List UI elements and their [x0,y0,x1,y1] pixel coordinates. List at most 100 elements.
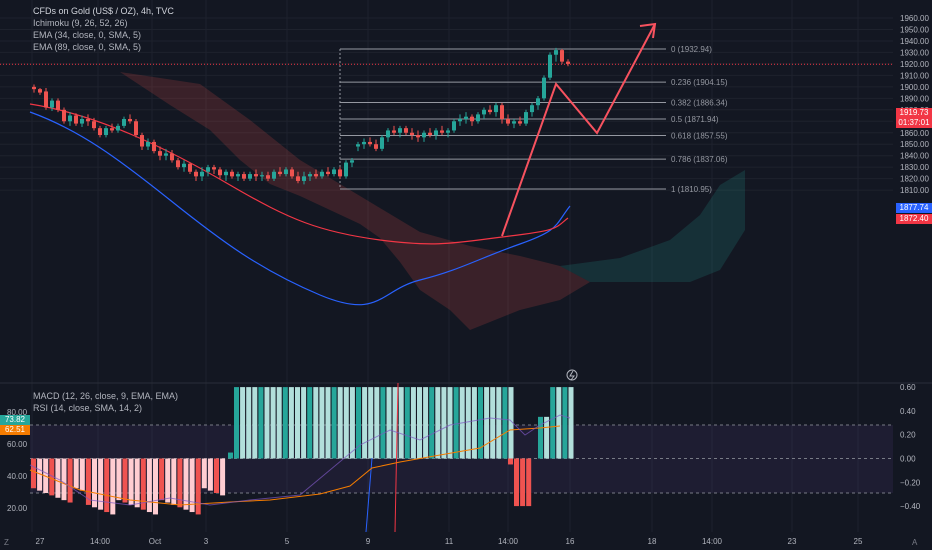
macd-bar [85,458,91,505]
fib-level-label: 0.236 (1904.15) [671,78,728,87]
candle-body [356,144,360,147]
macd-bar [128,458,134,505]
candle-body [530,105,534,113]
macd-bar [508,458,513,465]
ema89-line [29,103,569,245]
ema34-legend[interactable]: EMA (34, close, 0, SMA, 5) [33,30,142,40]
candle-body [362,141,366,145]
candle-body [248,174,252,179]
macd-bar [544,416,550,459]
candle-body [446,130,450,133]
current-price-tag: 1919.73 [896,108,932,118]
candle-body [536,98,540,106]
rsi-axis-label: 20.00 [7,504,28,513]
macd-bar [435,387,441,459]
candle-body [110,128,114,131]
ichimoku-legend[interactable]: Ichimoku (9, 26, 52, 26) [33,18,128,28]
candle-body [332,169,336,175]
corner-right-label[interactable]: A [912,538,918,547]
candle-body [38,89,42,93]
countdown-tag: 01:37:01 [896,118,932,128]
macd-bar [562,387,568,459]
macd-axis-label: −0.20 [900,478,921,487]
projection-path [501,23,656,237]
price-axis-label: 1940.00 [900,37,929,46]
candle-body [104,128,108,136]
macd-bar [214,458,219,494]
macd-bar [37,458,43,491]
fib-level-label: 0.786 (1837.06) [671,155,728,164]
macd-bar [404,387,410,459]
candle-body [116,125,120,131]
time-axis-label: 5 [285,537,290,546]
price-axis-label: 1920.00 [900,60,929,69]
macd-bar [55,458,61,498]
macd-bar [398,387,404,459]
candle-body [140,135,144,147]
candle-body [308,174,312,177]
macd-bar [183,458,189,510]
cloud-bullish [560,170,745,282]
candle-body [74,115,78,124]
macd-bar [116,458,122,501]
macd-bar [319,387,325,459]
macd-bar [343,387,349,459]
lightning-icon [566,369,578,381]
candle-body [182,163,186,168]
ema34-line [29,111,571,306]
macd-bar [502,387,508,459]
time-axis-label: 14:00 [702,537,723,546]
fib-level-label: 0.618 (1857.55) [671,132,728,141]
macd-bar [453,387,459,459]
macd-bar [252,387,258,459]
macd-bar [31,458,36,489]
candle-body [320,171,324,177]
rsi-axis-label: 40.00 [7,472,28,481]
macd-legend[interactable]: MACD (12, 26, close, 9, EMA, EMA) [33,391,179,401]
candle-body [122,118,126,126]
candle-body [470,116,474,122]
candle-body [254,174,258,177]
macd-bar [484,387,490,459]
rsi-legend[interactable]: RSI (14, close, SMA, 14, 2) [33,403,143,413]
candle-body [50,100,54,108]
macd-axis-label: 0.40 [900,407,916,416]
macd-bar [368,387,374,459]
candle-body [230,171,234,177]
rsi-axis-label: 60.00 [7,440,28,449]
macd-bar [538,416,543,459]
projection-arrow[interactable] [501,22,657,237]
candle-body [452,121,456,131]
candle-body [68,115,72,122]
macd-bar [104,458,110,513]
ema-lines [29,103,571,306]
macd-bar [228,452,233,459]
fibonacci-retracement[interactable]: 0 (1932.94) 0.236 (1904.15) 0.382 (1886.34… [0,45,893,194]
macd-bar [465,387,471,459]
projection-arrowhead [639,22,657,39]
macd-bar [362,387,368,459]
candle-body [476,114,480,122]
candle-body [506,118,510,124]
candle-body [206,167,210,172]
candle-body [158,151,162,156]
candle-body [554,50,558,55]
candle-body [170,153,174,161]
ema34-price-tag: 1877.74 [896,203,932,213]
candle-body [152,141,156,152]
macd-histogram [31,382,574,533]
macd-bar [471,387,477,459]
time-axis-label: 16 [566,537,575,546]
time-axis-label: 11 [445,537,454,546]
candle-body [368,141,372,145]
candle-body [224,171,228,176]
rsi-panel [29,369,578,506]
corner-left-label[interactable]: Z [4,538,9,547]
ema89-legend[interactable]: EMA (89, close, 0, SMA, 5) [33,42,142,52]
macd-bar [264,387,270,459]
candle-body [392,130,396,133]
macd-bar [295,387,300,459]
macd-bar [153,458,158,515]
candle-body [410,132,414,136]
